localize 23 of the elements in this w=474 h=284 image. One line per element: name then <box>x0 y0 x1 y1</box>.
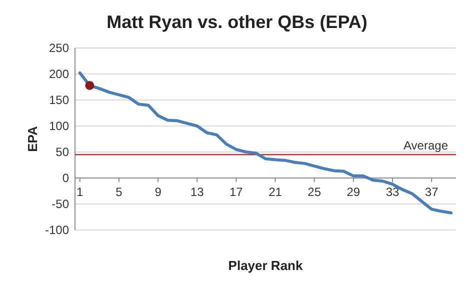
chart-title: Matt Ryan vs. other QBs (EPA) <box>106 12 368 32</box>
y-axis-title: EPA <box>25 126 40 152</box>
x-tick-label: 1 <box>76 185 84 199</box>
y-tick-label: 50 <box>56 145 70 160</box>
x-tick-label: 29 <box>346 185 360 199</box>
x-tick-label: 13 <box>190 185 204 199</box>
y-tick-label: -50 <box>52 197 70 212</box>
y-tick-label: 0 <box>62 171 70 186</box>
x-tick-label: 21 <box>268 185 282 199</box>
x-tick-label: 17 <box>230 185 244 199</box>
x-axis-title: Player Rank <box>228 258 304 273</box>
x-tick-label: 37 <box>424 185 439 199</box>
x-tick-label: 33 <box>386 185 400 199</box>
y-tick-label: 200 <box>48 67 70 82</box>
y-tick-label: 250 <box>48 41 70 56</box>
y-tick-label: 100 <box>48 119 70 134</box>
x-tick-label: 9 <box>154 185 162 199</box>
y-tick-label: -100 <box>44 223 70 238</box>
line-series <box>78 71 453 214</box>
x-tick-label: 25 <box>308 185 322 199</box>
x-tick-label: 5 <box>116 185 123 199</box>
ref-line-label: Average <box>404 138 448 153</box>
y-tick-label: 150 <box>48 93 70 108</box>
